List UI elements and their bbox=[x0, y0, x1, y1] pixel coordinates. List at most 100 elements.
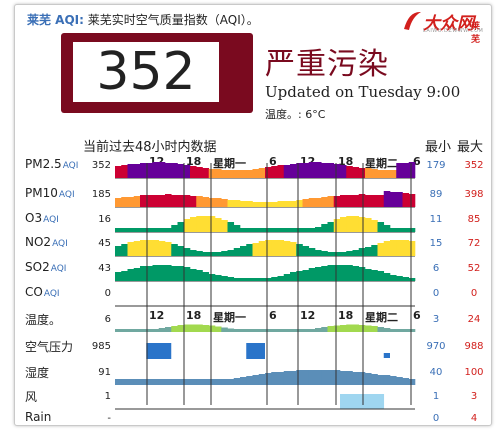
row-name: SO2 bbox=[25, 260, 50, 274]
row-min-humidity: 40 bbox=[429, 367, 443, 378]
temp-bar bbox=[308, 329, 316, 332]
humidity-bar bbox=[121, 379, 128, 385]
chart-bar bbox=[396, 240, 403, 256]
logo-url: LAIWU.DZWWW.COM bbox=[423, 28, 484, 34]
row-current-co: 0 bbox=[104, 288, 111, 299]
temp-bar bbox=[152, 329, 160, 332]
chart-bar bbox=[271, 277, 278, 281]
temp-bar bbox=[246, 329, 253, 332]
row-label-o3: O3AQI bbox=[25, 211, 59, 225]
row-current-pm10: 185 bbox=[91, 189, 111, 200]
humidity-bar bbox=[333, 370, 341, 385]
row-min-pressure: 970 bbox=[426, 341, 446, 352]
chart-bar bbox=[252, 169, 260, 178]
chart-bar bbox=[177, 266, 185, 281]
chart-bar bbox=[190, 196, 197, 207]
temp-bar bbox=[383, 328, 391, 332]
temp-bar bbox=[165, 327, 172, 332]
chart-bar bbox=[371, 270, 378, 281]
humidity-bar bbox=[233, 378, 241, 385]
chart-bar bbox=[383, 273, 391, 281]
humidity-bar bbox=[271, 372, 278, 385]
chart-bar bbox=[252, 243, 260, 256]
chart-bar bbox=[190, 269, 197, 281]
wind-bar bbox=[358, 394, 366, 409]
chart-bar bbox=[283, 165, 291, 178]
humidity-bar bbox=[177, 379, 185, 385]
chart-bar bbox=[221, 199, 228, 207]
chart-bar bbox=[277, 228, 285, 232]
chart-bar bbox=[258, 228, 266, 232]
chart-bar bbox=[140, 195, 147, 207]
city-name[interactable]: 莱芜 AQI: bbox=[27, 13, 84, 27]
chart-bar bbox=[308, 268, 316, 281]
humidity-bar bbox=[340, 371, 347, 385]
humidity-bar bbox=[327, 370, 335, 385]
chart-bar bbox=[183, 267, 191, 281]
chart-bar bbox=[177, 164, 185, 178]
row-current-pm25: 352 bbox=[91, 160, 111, 171]
temp-bar bbox=[402, 329, 410, 332]
chart-bar bbox=[127, 242, 135, 256]
wind-bar bbox=[365, 394, 372, 409]
chart-bar bbox=[140, 266, 147, 281]
chart-bar bbox=[327, 265, 335, 281]
chart-bar bbox=[377, 271, 385, 281]
row-max-rain: 4 bbox=[470, 413, 478, 424]
chart-bar bbox=[233, 200, 241, 207]
humidity-bar bbox=[277, 372, 285, 385]
chart-bar bbox=[190, 250, 197, 256]
chart-bar bbox=[246, 278, 253, 281]
wind-bar bbox=[346, 394, 353, 409]
chart-bar bbox=[390, 240, 397, 256]
humidity-bar bbox=[140, 379, 147, 385]
wind-bar bbox=[377, 394, 385, 409]
humidity-bar bbox=[365, 373, 372, 385]
temp-bar bbox=[271, 329, 278, 332]
chart-bar bbox=[152, 240, 160, 256]
chart-bar bbox=[358, 248, 366, 256]
row-current-so2: 43 bbox=[98, 263, 111, 274]
row-label-wind: 风 bbox=[25, 388, 37, 405]
time-tick: 6 bbox=[413, 155, 421, 168]
chart-bar bbox=[290, 228, 297, 232]
row-label-temp: 温度。 bbox=[25, 311, 61, 328]
chart-bar bbox=[315, 250, 322, 256]
chart-bar bbox=[396, 276, 403, 281]
chart-bar bbox=[283, 228, 291, 232]
chart-bar bbox=[208, 169, 216, 178]
chart-bar bbox=[127, 269, 135, 281]
row-name: 湿度 bbox=[25, 366, 50, 380]
chart-bar bbox=[352, 250, 360, 256]
humidity-bar bbox=[290, 371, 297, 385]
chart-bar bbox=[227, 250, 235, 256]
chart-bar bbox=[302, 270, 310, 281]
chart-bar bbox=[133, 268, 141, 281]
chart-bar bbox=[302, 228, 310, 232]
row-label-so2: SO2AQI bbox=[25, 260, 66, 274]
temp-bar bbox=[390, 329, 397, 332]
chart-bar bbox=[346, 251, 353, 256]
humidity-bar bbox=[315, 370, 322, 385]
chart-bar bbox=[333, 164, 341, 178]
chart-bar bbox=[140, 228, 147, 232]
pressure-bar bbox=[383, 353, 390, 358]
humidity-bar bbox=[258, 374, 266, 385]
row-min-wind: 1 bbox=[432, 391, 440, 402]
chart-bar bbox=[408, 162, 416, 178]
row-max-pm25: 352 bbox=[464, 160, 484, 171]
row-max-temp: 24 bbox=[467, 314, 481, 325]
time-tick: 6 bbox=[269, 155, 277, 168]
chart-bar bbox=[390, 275, 397, 281]
row-unit: AQI bbox=[43, 289, 60, 299]
site-logo[interactable]: 大众网 莱芜 LAIWU.DZWWW.COM bbox=[401, 9, 487, 45]
chart-bar bbox=[277, 240, 285, 256]
chart-bar bbox=[140, 163, 147, 178]
chart-bar bbox=[408, 194, 416, 207]
wind-bar bbox=[352, 394, 360, 409]
humidity-bar bbox=[346, 371, 353, 385]
humidity-bar bbox=[283, 371, 291, 385]
humidity-bar bbox=[390, 376, 397, 385]
row-label-pressure: 空气压力 bbox=[25, 338, 73, 355]
chart-bar bbox=[371, 220, 378, 232]
